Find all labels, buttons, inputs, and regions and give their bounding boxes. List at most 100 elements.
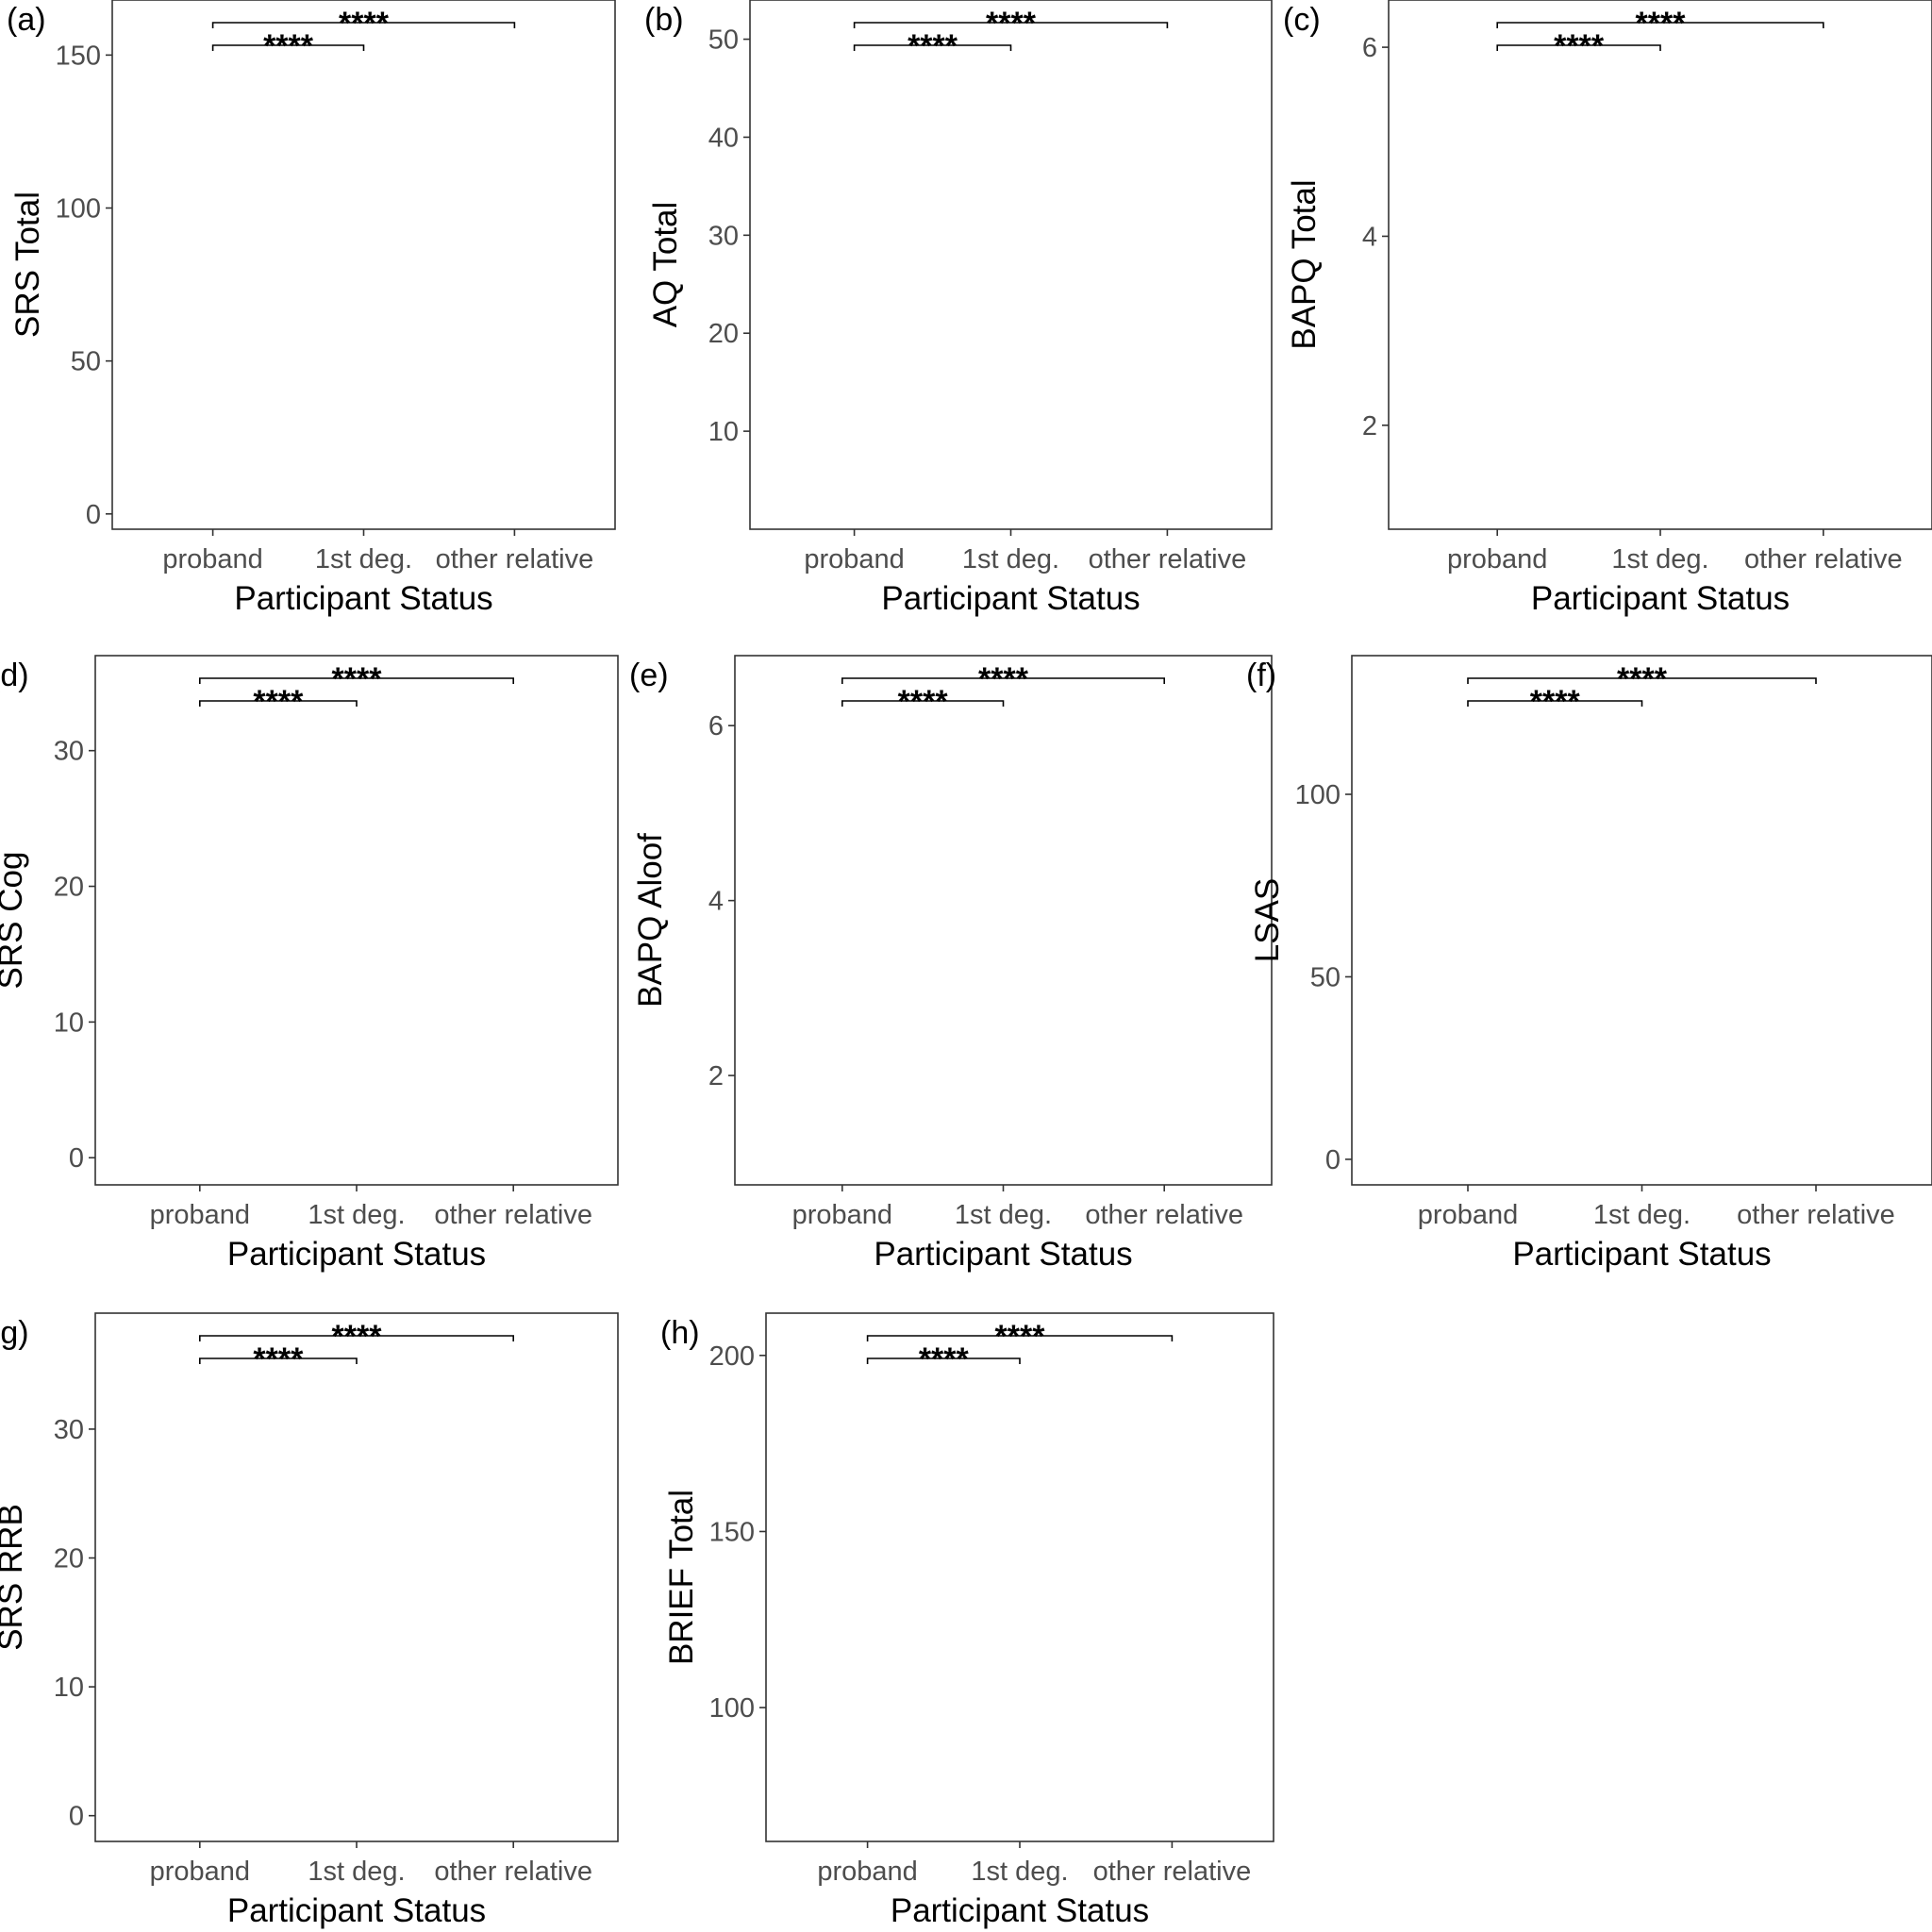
significance-bracket xyxy=(199,677,514,684)
significance-label: **** xyxy=(919,1341,970,1377)
y-axis-title: BRIEF Total xyxy=(663,1490,700,1665)
y-tick-label: 2 xyxy=(1362,411,1377,441)
significance-bracket xyxy=(866,1357,1021,1364)
significance-bracket xyxy=(199,1335,514,1341)
x-tick-label-other-relative: other relative xyxy=(1085,1200,1243,1230)
significance-label: **** xyxy=(978,661,1029,697)
significance-label: **** xyxy=(995,1319,1046,1355)
significance-label: **** xyxy=(332,1319,383,1355)
significance-label: **** xyxy=(1617,661,1668,697)
significance-bracket xyxy=(1467,677,1817,684)
x-axis-title: Participant Status xyxy=(1531,580,1790,617)
y-tick-label: 20 xyxy=(54,1544,84,1574)
y-axis-title: SRS Total xyxy=(9,192,46,338)
panel-c: 2 4 6 proband 1st deg. other relative Particip… xyxy=(1283,0,1932,617)
plot-frame xyxy=(765,1312,1274,1842)
y-tick-label: 200 xyxy=(709,1341,755,1372)
panel-label: (h) xyxy=(660,1315,700,1351)
significance-label: **** xyxy=(986,6,1037,42)
y-tick-label: 6 xyxy=(1362,33,1377,63)
panel-b: 10 20 30 40 50 proband 1st deg. other relative P… xyxy=(644,0,1273,617)
y-axis-title: BAPQ Total xyxy=(1286,179,1323,349)
plot-frame xyxy=(749,0,1273,530)
x-tick-label-first-degree: 1st deg. xyxy=(308,1857,405,1887)
x-tick-label-other-relative: other relative xyxy=(1089,544,1247,575)
plot-frame xyxy=(1351,655,1932,1186)
panel-e: 2 4 6 proband 1st deg. other relative Particip… xyxy=(629,655,1273,1273)
x-tick-label-first-degree: 1st deg. xyxy=(315,544,412,575)
x-tick-label-first-degree: 1st deg. xyxy=(971,1857,1068,1887)
y-tick-label: 50 xyxy=(708,25,739,56)
significance-bracket xyxy=(1496,22,1824,28)
x-tick-label-other-relative: other relative xyxy=(1093,1857,1252,1887)
y-tick-label: 6 xyxy=(708,711,724,741)
y-tick-label: 4 xyxy=(708,887,724,917)
significance-bracket xyxy=(853,22,1169,28)
y-tick-label: 30 xyxy=(54,1415,84,1445)
y-tick-label: 10 xyxy=(54,1673,84,1703)
significance-bracket xyxy=(199,1357,358,1364)
y-tick-label: 30 xyxy=(708,221,739,251)
panel-label: (g) xyxy=(0,1315,29,1351)
y-axis-title: SRS RRB xyxy=(0,1504,29,1651)
x-tick-label-proband: proband xyxy=(150,1200,250,1230)
x-tick-label-first-degree: 1st deg. xyxy=(1593,1200,1690,1230)
x-tick-label-proband: proband xyxy=(792,1200,892,1230)
significance-bracket xyxy=(211,22,516,28)
significance-bracket xyxy=(199,700,358,707)
y-tick-label: 0 xyxy=(1325,1145,1341,1175)
panel-d: 0 10 20 30 proband 1st deg. other relative Part… xyxy=(0,655,619,1273)
significance-label: **** xyxy=(339,6,390,42)
y-tick-label: 20 xyxy=(708,319,739,349)
y-tick-label: 20 xyxy=(54,873,84,903)
plot-frame xyxy=(111,0,616,530)
panel-a: 0 50 100 150 proband 1st deg. other relative Pa… xyxy=(7,0,616,617)
x-tick-label-first-degree: 1st deg. xyxy=(962,544,1059,575)
x-tick-label-other-relative: other relative xyxy=(434,1857,592,1887)
x-axis-title: Participant Status xyxy=(881,580,1140,617)
significance-label: **** xyxy=(898,684,949,720)
y-tick-label: 0 xyxy=(86,500,101,530)
panel-h: 100 150 200 proband 1st deg. other relative Pa… xyxy=(660,1312,1274,1929)
y-tick-label: 10 xyxy=(54,1008,84,1038)
x-axis-title: Participant Status xyxy=(227,1236,486,1273)
significance-label: **** xyxy=(1636,6,1687,42)
x-tick-label-other-relative: other relative xyxy=(1744,544,1903,575)
y-tick-label: 100 xyxy=(1295,780,1341,810)
panel-label: (b) xyxy=(644,2,684,38)
x-axis-title: Participant Status xyxy=(234,580,492,617)
y-axis-title: AQ Total xyxy=(647,202,684,328)
y-tick-label: 0 xyxy=(69,1143,84,1174)
y-tick-label: 2 xyxy=(708,1061,724,1091)
y-tick-label: 150 xyxy=(709,1517,755,1547)
significance-bracket xyxy=(853,44,1012,51)
y-axis-title: BAPQ Aloof xyxy=(632,833,669,1008)
x-tick-label-first-degree: 1st deg. xyxy=(308,1200,405,1230)
x-tick-label-first-degree: 1st deg. xyxy=(1611,544,1708,575)
significance-label: **** xyxy=(332,661,383,697)
y-tick-label: 30 xyxy=(54,737,84,767)
x-tick-label-proband: proband xyxy=(150,1857,250,1887)
y-tick-label: 4 xyxy=(1362,222,1377,252)
x-axis-title: Participant Status xyxy=(1512,1236,1771,1273)
significance-bracket xyxy=(1496,44,1661,51)
y-tick-label: 0 xyxy=(69,1802,84,1832)
x-tick-label-other-relative: other relative xyxy=(434,1200,592,1230)
panel-label: (d) xyxy=(0,658,29,693)
significance-label: **** xyxy=(908,28,958,64)
x-tick-label-other-relative: other relative xyxy=(436,544,594,575)
x-tick-label-proband: proband xyxy=(817,1857,917,1887)
panel-label: (f) xyxy=(1246,658,1276,693)
panel-g: 0 10 20 30 proband 1st deg. other relative Part… xyxy=(0,1312,619,1929)
plot-frame xyxy=(94,655,619,1186)
y-tick-label: 10 xyxy=(708,417,739,447)
y-axis-title: LSAS xyxy=(1249,878,1286,963)
y-tick-label: 50 xyxy=(71,347,101,377)
x-tick-label-first-degree: 1st deg. xyxy=(955,1200,1052,1230)
x-tick-label-proband: proband xyxy=(1418,1200,1518,1230)
plot-frame xyxy=(1388,0,1932,530)
significance-label: **** xyxy=(1554,28,1605,64)
panel-label: (c) xyxy=(1283,2,1321,38)
significance-label: **** xyxy=(1530,684,1581,720)
